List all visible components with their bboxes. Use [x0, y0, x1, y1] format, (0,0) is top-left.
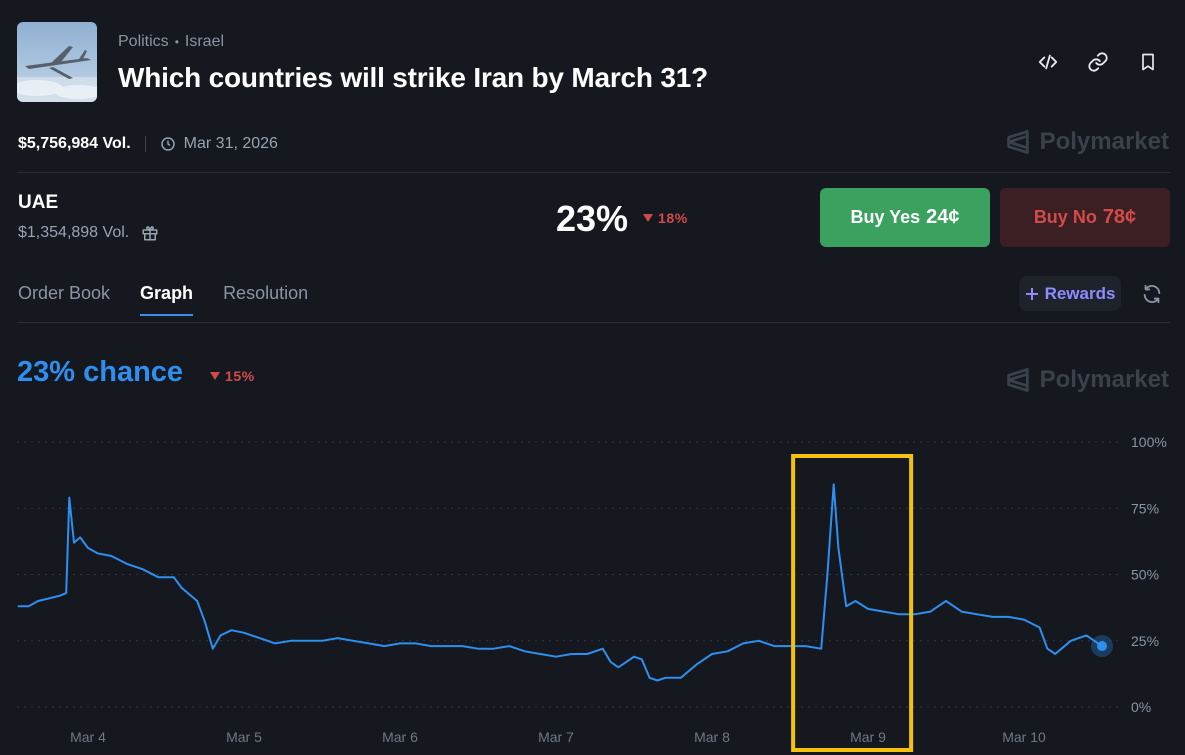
buy-yes-price: 24¢: [926, 206, 960, 228]
outcome-change: 18%: [643, 210, 688, 226]
x-tick-label: Mar 8: [694, 729, 730, 745]
buy-yes-button[interactable]: Buy Yes 24¢: [820, 188, 990, 247]
current-point: [1097, 641, 1107, 652]
down-triangle-icon: [643, 214, 653, 222]
refresh-icon[interactable]: [1141, 283, 1163, 305]
tabs-divider: [17, 322, 1170, 323]
y-tick-label: 100%: [1131, 434, 1167, 450]
breadcrumb: Politics • Israel: [118, 33, 224, 51]
chart-polymarket-watermark: Polymarket: [1004, 366, 1169, 394]
outcome-volume: $1,354,898 Vol.: [18, 224, 130, 241]
tab-order-book[interactable]: Order Book: [18, 283, 111, 303]
x-tick-label: Mar 10: [1002, 729, 1046, 745]
series-line: [17, 483, 1103, 682]
polymarket-logo-icon: [1006, 130, 1029, 154]
outcome-change-value: 18%: [658, 210, 688, 226]
market-volume: $5,756,984 Vol.: [18, 135, 131, 152]
highlight-box: [791, 454, 914, 752]
bookmark-icon[interactable]: [1136, 50, 1160, 74]
market-meta: $5,756,984 Vol. Mar 31, 2026: [18, 135, 278, 153]
buy-no-price: 78¢: [1102, 206, 1137, 228]
buy-no-button[interactable]: Buy No 78¢: [1000, 188, 1170, 247]
y-tick-label: 0%: [1131, 699, 1151, 715]
tab-resolution[interactable]: Resolution: [223, 283, 309, 303]
y-tick-label: 50%: [1131, 567, 1159, 583]
price-chart[interactable]: 100% 75% 50% 25% 0% Mar 4 Mar 5 Mar 6 Mar 7 Mar 8…: [0, 425, 1185, 755]
tab-bar: Order Book Graph Resolution: [18, 283, 308, 316]
outcome-probability: 23%: [556, 198, 629, 239]
gift-icon[interactable]: [141, 224, 159, 242]
buy-no-label: Buy No: [1033, 207, 1097, 227]
outcome-volume-row: $1,354,898 Vol.: [18, 224, 159, 242]
section-divider: [17, 172, 1170, 173]
x-tick-label: Mar 5: [226, 729, 262, 745]
outcome-name: UAE: [18, 192, 59, 213]
price-chart-svg: 100% 75% 50% 25% 0% Mar 4 Mar 5 Mar 6 Mar 7 Mar 8…: [17, 434, 1167, 752]
x-tick-label: Mar 4: [70, 729, 106, 745]
market-thumbnail: [17, 22, 97, 102]
polymarket-wordmark: Polymarket: [1039, 366, 1169, 393]
down-triangle-icon: [210, 372, 220, 380]
market-title: Which countries will strike Iran by Marc…: [118, 62, 709, 93]
tab-graph[interactable]: Graph: [140, 283, 194, 316]
meta-divider: [144, 136, 146, 152]
polymarket-wordmark: Polymarket: [1039, 128, 1169, 155]
clock-icon: [160, 137, 175, 151]
polymarket-logo-icon: [1006, 368, 1029, 392]
y-tick-label: 25%: [1131, 633, 1159, 649]
graph-chance-text: 23% chance: [17, 356, 184, 388]
x-tick-label: Mar 9: [850, 729, 886, 745]
graph-change-value: 15%: [225, 368, 255, 384]
breadcrumb-subcategory[interactable]: Israel: [184, 33, 225, 50]
x-tick-label: Mar 7: [538, 729, 574, 745]
rewards-label: Rewards: [1044, 283, 1116, 303]
polymarket-watermark: Polymarket: [1004, 128, 1169, 156]
link-icon[interactable]: [1086, 50, 1110, 74]
x-tick-label: Mar 6: [382, 729, 418, 745]
graph-change: 15%: [210, 368, 255, 384]
plus-icon: [1025, 287, 1038, 300]
buy-yes-label: Buy Yes: [850, 207, 921, 227]
end-date-text: Mar 31, 2026: [183, 135, 278, 152]
header-actions: [1036, 50, 1160, 74]
breadcrumb-separator: •: [174, 35, 179, 49]
end-date: Mar 31, 2026: [160, 135, 278, 153]
rewards-button[interactable]: Rewards: [1019, 276, 1121, 311]
embed-code-icon[interactable]: [1036, 50, 1060, 74]
breadcrumb-category[interactable]: Politics: [118, 33, 169, 50]
y-tick-label: 75%: [1131, 500, 1159, 516]
